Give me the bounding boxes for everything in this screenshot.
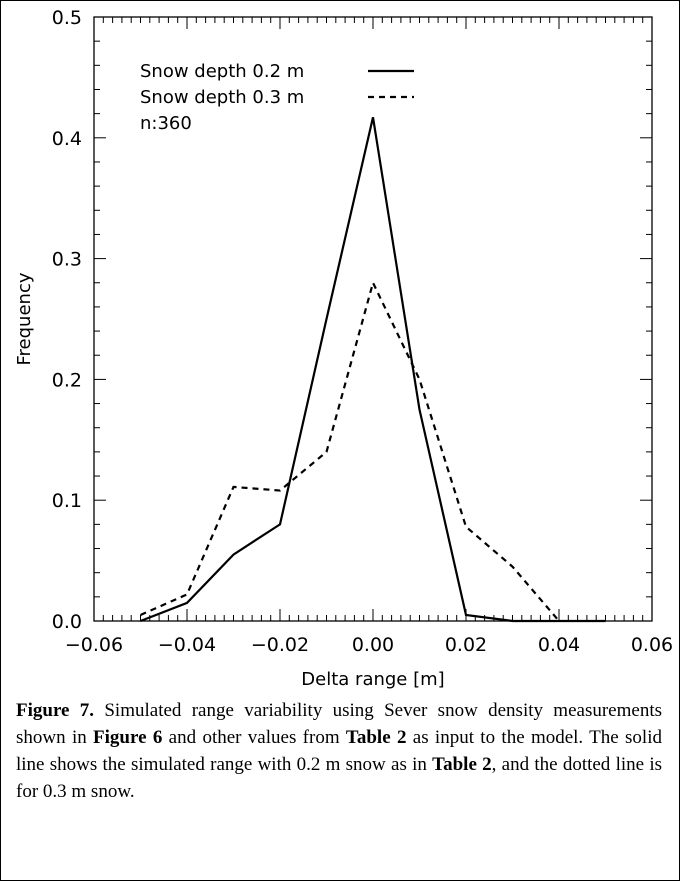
axes: −0.06 −0.04 −0.02 0.00 0.02 0.04 0.06 0.0 0.1 0.2… <box>14 7 673 690</box>
caption-ref-table-2: Table 2 <box>432 754 492 775</box>
figure-caption: Figure 7. Simulated range variability us… <box>16 697 662 805</box>
series-line-1 <box>140 117 606 623</box>
series-group <box>140 117 606 623</box>
x-tick-label: −0.04 <box>158 634 216 656</box>
x-tick-label: 0.04 <box>538 634 580 656</box>
x-tick-label: −0.06 <box>65 634 123 656</box>
y-tick-label: 0.3 <box>52 249 82 271</box>
caption-text-3: as input to the model. The solid line sh… <box>16 727 662 775</box>
y-axis-title: Frequency <box>14 272 35 365</box>
series-line-2 <box>140 279 560 622</box>
line-chart: −0.06 −0.04 −0.02 0.00 0.02 0.04 0.06 0.0 0.1 0.2… <box>14 7 673 690</box>
caption-text-2: and other values from <box>162 727 346 748</box>
caption-ref-figure: Figure 6 <box>93 727 163 748</box>
legend-label: Snow depth 0.3 m <box>140 87 304 108</box>
y-tick-label: 0.0 <box>52 611 82 633</box>
caption-label: Figure 7. <box>16 700 95 721</box>
y-tick-label: 0.2 <box>52 369 82 391</box>
x-tick-label: 0.06 <box>631 634 673 656</box>
y-tick-label: 0.5 <box>52 7 82 29</box>
x-axis-title: Delta range [m] <box>301 669 444 690</box>
y-tick-label: 0.4 <box>52 128 82 150</box>
x-tick-label: −0.02 <box>251 634 309 656</box>
caption-ref-table: Table 2 <box>345 727 407 748</box>
caption-text-4: , and the dotted line is for 0.3 m snow. <box>16 754 662 802</box>
annotation-sample-count: n:360 <box>140 113 192 134</box>
caption-text-1: Simulated range variability using Sever … <box>16 700 662 748</box>
y-tick-label: 0.1 <box>52 490 82 512</box>
x-tick-label: 0.00 <box>352 634 394 656</box>
legend-label: Snow depth 0.2 m <box>140 61 304 82</box>
legend: Snow depth 0.2 m Snow depth 0.3 m n:360 <box>140 61 414 134</box>
x-tick-label: 0.02 <box>445 634 487 656</box>
